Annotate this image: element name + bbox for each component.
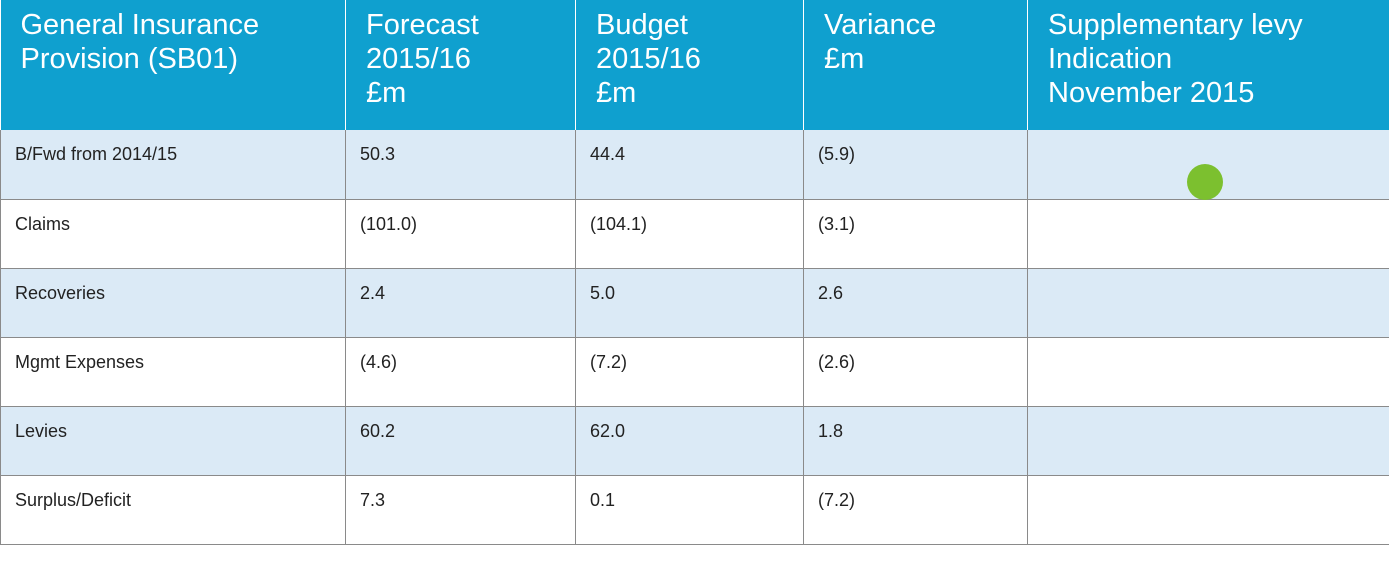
header-text: General Insurance: [20, 9, 260, 41]
header-text: £m: [366, 77, 407, 109]
table-cell: [1027, 337, 1389, 407]
header-cell: General Insurance Provision (SB01): [0, 0, 346, 130]
table-cell: 5.0: [575, 268, 804, 338]
table-row: Mgmt Expenses (4.6) (7.2) (2.6): [0, 337, 1389, 407]
table-cell: (101.0): [345, 199, 576, 269]
table-cell: (3.1): [803, 199, 1028, 269]
table-cell: Surplus/Deficit: [0, 475, 346, 545]
header-text: Supplementary levy: [1048, 9, 1303, 41]
table-cell: 7.3: [345, 475, 576, 545]
table-cell: 1.8: [803, 406, 1028, 476]
table-cell: [1027, 475, 1389, 545]
header-text: 2015/16: [596, 43, 701, 75]
header-text: Budget: [596, 9, 688, 41]
table-cell: [1027, 199, 1389, 269]
header-text: November 2015: [1048, 77, 1255, 109]
table-cell: (7.2): [803, 475, 1028, 545]
table-cell: 2.6: [803, 268, 1028, 338]
table-cell: 44.4: [575, 130, 804, 200]
table-cell: (2.6): [803, 337, 1028, 407]
table-row: Surplus/Deficit 7.3 0.1 (7.2): [0, 475, 1389, 545]
table-cell: B/Fwd from 2014/15: [0, 130, 346, 200]
table-cell: (104.1): [575, 199, 804, 269]
table-cell: [1027, 268, 1389, 338]
table-cell: Levies: [0, 406, 346, 476]
header-cell: Budget 2015/16 £m: [575, 0, 804, 130]
header-text: Variance: [824, 9, 937, 41]
header-text: £m: [596, 77, 637, 109]
header-cell: Supplementary levy Indication November 201…: [1027, 0, 1389, 130]
table-cell: [1027, 406, 1389, 476]
table-row: B/Fwd from 2014/15 50.3 44.4 (5.9): [0, 130, 1389, 200]
table-cell: Mgmt Expenses: [0, 337, 346, 407]
header-text: Provision (SB01): [20, 43, 239, 75]
data-table: General Insurance Provision (SB01) Forecas…: [0, 0, 1389, 545]
header-text: 2015/16: [366, 43, 471, 75]
table-cell: 2.4: [345, 268, 576, 338]
table-cell: 50.3: [345, 130, 576, 200]
header-cell: Forecast 2015/16 £m: [345, 0, 576, 130]
header-cell: Variance £m: [803, 0, 1028, 130]
status-indicator: [1187, 164, 1223, 200]
table-cell: Recoveries: [0, 268, 346, 338]
header-text: Forecast: [366, 9, 479, 41]
table-cell: 0.1: [575, 475, 804, 545]
table-cell: 62.0: [575, 406, 804, 476]
table-cell: (5.9): [803, 130, 1028, 200]
header-row: General Insurance Provision (SB01) Forecas…: [0, 0, 1389, 130]
table-body: B/Fwd from 2014/15 50.3 44.4 (5.9) Claims (10…: [0, 130, 1389, 545]
table-row: Levies 60.2 62.0 1.8: [0, 406, 1389, 476]
table-row: Recoveries 2.4 5.0 2.6: [0, 268, 1389, 338]
table-cell: (7.2): [575, 337, 804, 407]
header-text: £m: [824, 43, 865, 75]
table-row: Claims (101.0) (104.1) (3.1): [0, 199, 1389, 269]
table-cell: Claims: [0, 199, 346, 269]
header-text: Indication: [1048, 43, 1173, 75]
table-cell: 60.2: [345, 406, 576, 476]
table-cell: (4.6): [345, 337, 576, 407]
